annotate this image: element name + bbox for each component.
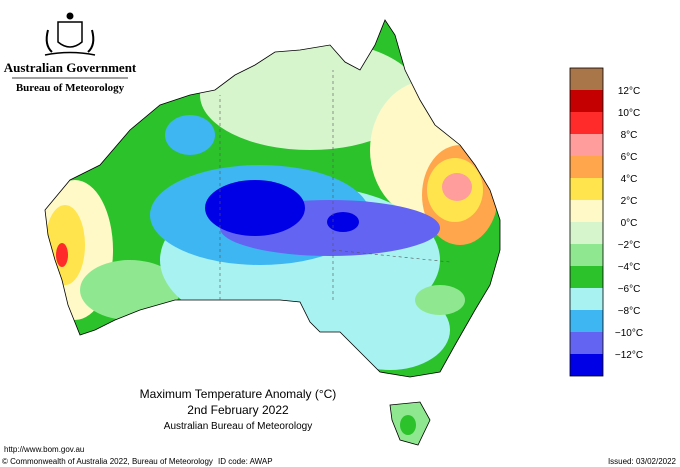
legend-label: 8°C bbox=[621, 130, 638, 141]
map-date: 2nd February 2022 bbox=[187, 403, 289, 417]
legend-label: 12°C bbox=[618, 86, 640, 97]
state-borders bbox=[219, 70, 451, 300]
legend-label: −8°C bbox=[618, 306, 641, 317]
legend-label: 10°C bbox=[618, 108, 640, 119]
legend-swatch bbox=[570, 134, 603, 156]
legend-swatch bbox=[570, 156, 603, 178]
footer-url: http://www.bom.gov.au bbox=[4, 445, 84, 454]
legend-frame bbox=[569, 67, 604, 377]
legend-label: −10°C bbox=[615, 328, 643, 339]
map-source: Australian Bureau of Meteorology bbox=[164, 421, 312, 432]
legend-label: −6°C bbox=[618, 284, 641, 295]
footer-issued: Issued: 03/02/2022 bbox=[608, 457, 677, 466]
legend-swatch bbox=[570, 112, 603, 134]
legend-swatch bbox=[570, 200, 603, 222]
legend-label: −2°C bbox=[618, 240, 641, 251]
legend-swatch bbox=[570, 222, 603, 244]
legend-label: −4°C bbox=[618, 262, 641, 273]
tasmania-anomaly bbox=[400, 415, 416, 435]
footer-id: ID code: AWAP bbox=[218, 457, 273, 466]
map-title: Maximum Temperature Anomaly (°C) bbox=[140, 387, 337, 401]
legend-swatch bbox=[570, 178, 603, 200]
legend-swatch bbox=[570, 332, 603, 354]
legend-swatch bbox=[570, 288, 603, 310]
legend-label: 0°C bbox=[621, 218, 638, 229]
legend-label: −12°C bbox=[615, 350, 643, 361]
legend-swatch bbox=[570, 244, 603, 266]
agency-name: Australian Government bbox=[4, 60, 137, 75]
legend: 12°C 10°C 8°C 6°C 4°C 2°C 0°C −2°C −4°C −6°C −8°C −… bbox=[569, 67, 643, 377]
legend-swatch bbox=[570, 68, 603, 90]
legend-label: 6°C bbox=[621, 152, 638, 163]
legend-swatch bbox=[570, 90, 603, 112]
legend-label: 2°C bbox=[621, 196, 638, 207]
legend-label: 4°C bbox=[621, 174, 638, 185]
coat-of-arms bbox=[44, 12, 96, 56]
footer-copyright: © Commonwealth of Australia 2022, Bureau… bbox=[2, 457, 213, 466]
bureau-name: Bureau of Meteorology bbox=[16, 82, 125, 94]
legend-swatch bbox=[570, 266, 603, 288]
legend-swatch bbox=[570, 310, 603, 332]
legend-swatch bbox=[570, 354, 603, 376]
